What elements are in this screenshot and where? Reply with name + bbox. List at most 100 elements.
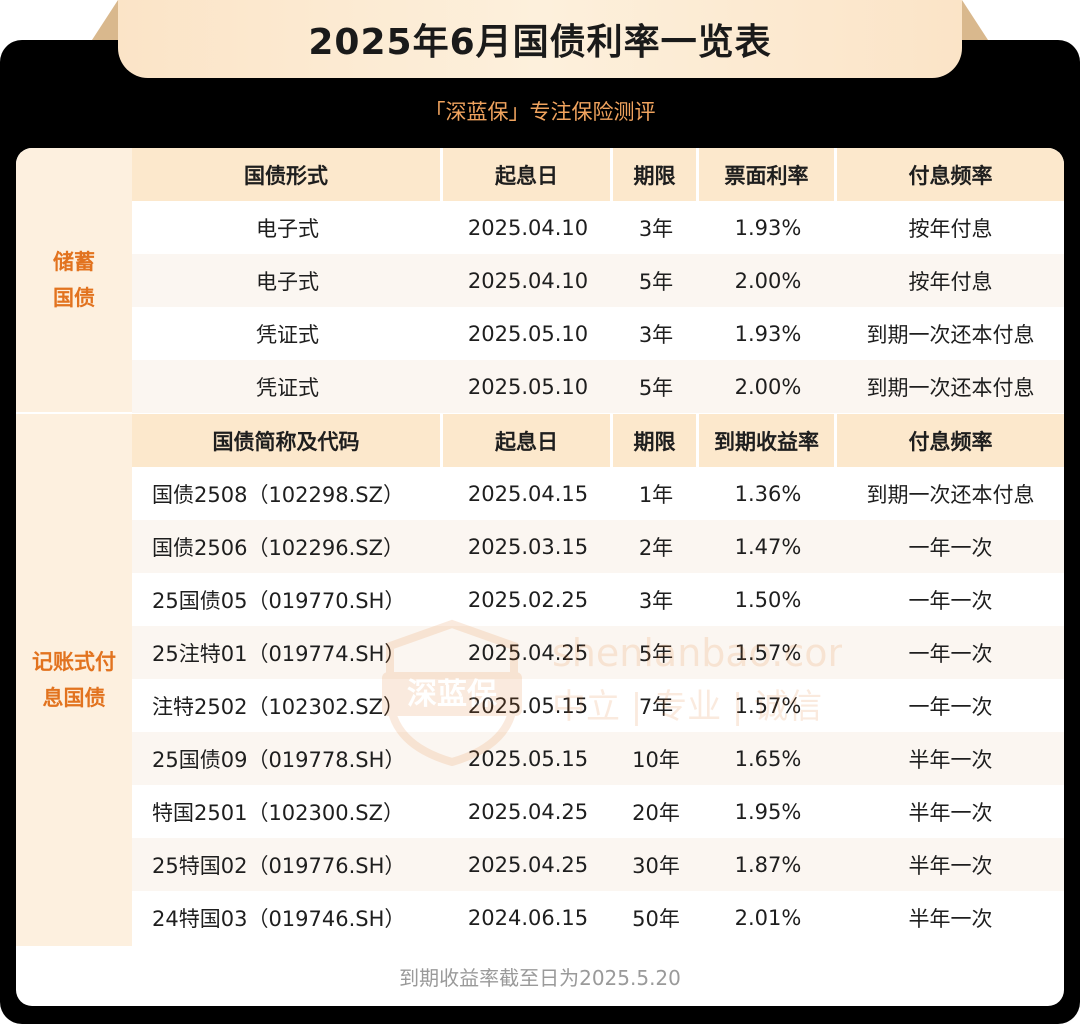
cell-term: 2年 bbox=[638, 535, 674, 560]
cell-bond-name-code: 25国债05（019770.SH） bbox=[152, 588, 406, 613]
cell-term: 50年 bbox=[632, 906, 680, 931]
cell-term: 10年 bbox=[632, 747, 680, 772]
cell-term: 3年 bbox=[638, 322, 674, 347]
cell-bond-name-code: 国债2508（102298.SZ） bbox=[152, 482, 404, 507]
header-start-date: 起息日 bbox=[443, 414, 613, 467]
table-row: 25注特01（019774.SH） 2025.04.25 5年 1.57% 一年… bbox=[132, 626, 1064, 679]
cell-payment-frequency: 到期一次还本付息 bbox=[866, 482, 1035, 507]
cell-bond-name-code: 25注特01（019774.SH） bbox=[152, 641, 406, 666]
cell-bond-name-code: 特国2501（102300.SZ） bbox=[152, 800, 404, 825]
cell-rate: 1.57% bbox=[734, 640, 802, 665]
header-yield-to-maturity: 到期收益率 bbox=[699, 414, 837, 467]
footnote: 到期收益率截至日为2025.5.20 bbox=[399, 966, 681, 990]
cell-term: 20年 bbox=[632, 800, 680, 825]
cell-rate: 2.00% bbox=[734, 374, 802, 399]
cell-rate: 1.87% bbox=[734, 852, 802, 877]
table-row: 25特国02（019776.SH） 2025.04.25 30年 1.87% 半… bbox=[132, 838, 1064, 891]
subtitle: 「深蓝保」专注保险测评 bbox=[424, 100, 656, 124]
cell-payment-frequency: 半年一次 bbox=[908, 906, 993, 931]
cell-payment-frequency: 一年一次 bbox=[908, 588, 993, 613]
cell-start-date: 2025.03.15 bbox=[467, 534, 589, 559]
table-row: 凭证式 2025.05.10 5年 2.00% 到期一次还本付息 bbox=[132, 360, 1064, 413]
category-savings-line1: 储蓄 bbox=[53, 250, 95, 274]
table-row: 国债2508（102298.SZ） 2025.04.15 1年 1.36% 到期… bbox=[132, 467, 1064, 520]
header-term: 期限 bbox=[613, 414, 699, 467]
cell-term: 30年 bbox=[632, 853, 680, 878]
cell-start-date: 2025.05.15 bbox=[467, 693, 589, 718]
table-row: 电子式 2025.04.10 3年 1.93% 按年付息 bbox=[132, 201, 1064, 254]
cell-rate: 2.01% bbox=[734, 905, 802, 930]
cell-start-date: 2025.05.10 bbox=[467, 321, 589, 346]
table-row: 国债2506（102296.SZ） 2025.03.15 2年 1.47% 一年… bbox=[132, 520, 1064, 573]
cell-payment-frequency: 半年一次 bbox=[908, 800, 993, 825]
cell-bond-name-code: 24特国03（019746.SH） bbox=[152, 906, 406, 931]
category-savings-line2: 国债 bbox=[53, 286, 95, 310]
cell-rate: 2.00% bbox=[734, 268, 802, 293]
title-tab-ear-right bbox=[962, 0, 988, 40]
table-row: 注特2502（102302.SZ） 2025.05.15 7年 1.57% 一年… bbox=[132, 679, 1064, 732]
table-row: 25国债09（019778.SH） 2025.05.15 10年 1.65% 半… bbox=[132, 732, 1064, 785]
cell-rate: 1.65% bbox=[734, 746, 802, 771]
category-savings: 储蓄 国债 bbox=[16, 148, 132, 412]
cell-payment-frequency: 按年付息 bbox=[908, 269, 993, 294]
cell-bond-name-code: 国债2506（102296.SZ） bbox=[152, 535, 404, 560]
cell-start-date: 2025.05.10 bbox=[467, 374, 589, 399]
cell-term: 5年 bbox=[638, 269, 674, 294]
cell-payment-frequency: 一年一次 bbox=[908, 535, 993, 560]
page-title: 2025年6月国债利率一览表 bbox=[118, 0, 962, 78]
cell-payment-frequency: 到期一次还本付息 bbox=[866, 322, 1035, 347]
rates-table: 储蓄 国债 记账式付 息国债 国债形式 起息日 期限 票面利率 付息频率 电子式… bbox=[16, 148, 1064, 1006]
cell-term: 3年 bbox=[638, 588, 674, 613]
category-divider bbox=[16, 412, 132, 414]
cell-bond-form: 凭证式 bbox=[256, 375, 319, 400]
cell-payment-frequency: 一年一次 bbox=[908, 641, 993, 666]
cell-bond-name-code: 25国债09（019778.SH） bbox=[152, 747, 406, 772]
table-row: 25国债05（019770.SH） 2025.02.25 3年 1.50% 一年… bbox=[132, 573, 1064, 626]
savings-header-row: 国债形式 起息日 期限 票面利率 付息频率 bbox=[132, 148, 1064, 201]
table-row: 凭证式 2025.05.10 3年 1.93% 到期一次还本付息 bbox=[132, 307, 1064, 360]
table-row: 24特国03（019746.SH） 2024.06.15 50年 2.01% 半… bbox=[132, 891, 1064, 944]
category-bookkeeping: 记账式付 息国债 bbox=[16, 414, 132, 946]
cell-payment-frequency: 按年付息 bbox=[908, 216, 993, 241]
cell-rate: 1.93% bbox=[734, 321, 802, 346]
cell-term: 3年 bbox=[638, 216, 674, 241]
cell-start-date: 2025.02.25 bbox=[467, 587, 589, 612]
cell-start-date: 2025.04.10 bbox=[467, 268, 589, 293]
title-tab-ear-left bbox=[92, 0, 118, 40]
category-bookkeeping-line1: 记账式付 bbox=[32, 650, 116, 674]
cell-bond-form: 电子式 bbox=[256, 216, 319, 241]
header-bond-form: 国债形式 bbox=[132, 148, 443, 201]
cell-payment-frequency: 半年一次 bbox=[908, 853, 993, 878]
cell-bond-form: 凭证式 bbox=[256, 322, 319, 347]
cell-start-date: 2025.04.15 bbox=[467, 481, 589, 506]
cell-rate: 1.36% bbox=[734, 481, 802, 506]
cell-bond-name-code: 25特国02（019776.SH） bbox=[152, 853, 406, 878]
cell-rate: 1.95% bbox=[734, 799, 802, 824]
cell-rate: 1.93% bbox=[734, 215, 802, 240]
category-bookkeeping-line2: 息国债 bbox=[42, 686, 106, 710]
cell-start-date: 2025.04.25 bbox=[467, 640, 589, 665]
cell-term: 1年 bbox=[638, 482, 674, 507]
header-term: 期限 bbox=[613, 148, 699, 201]
cell-term: 5年 bbox=[638, 641, 674, 666]
cell-bond-name-code: 注特2502（102302.SZ） bbox=[152, 694, 404, 719]
header-bond-name-code: 国债简称及代码 bbox=[132, 414, 443, 467]
cell-payment-frequency: 到期一次还本付息 bbox=[866, 375, 1035, 400]
cell-rate: 1.57% bbox=[734, 693, 802, 718]
header-start-date: 起息日 bbox=[443, 148, 613, 201]
cell-term: 7年 bbox=[638, 694, 674, 719]
header-coupon-rate: 票面利率 bbox=[699, 148, 837, 201]
cell-payment-frequency: 半年一次 bbox=[908, 747, 993, 772]
table-row: 特国2501（102300.SZ） 2025.04.25 20年 1.95% 半… bbox=[132, 785, 1064, 838]
cell-start-date: 2025.04.25 bbox=[467, 852, 589, 877]
cell-payment-frequency: 一年一次 bbox=[908, 694, 993, 719]
cell-start-date: 2025.05.15 bbox=[467, 746, 589, 771]
cell-rate: 1.50% bbox=[734, 587, 802, 612]
bookkeeping-header-row: 国债简称及代码 起息日 期限 到期收益率 付息频率 bbox=[132, 414, 1064, 467]
header-payment-frequency: 付息频率 bbox=[908, 163, 993, 188]
cell-term: 5年 bbox=[638, 375, 674, 400]
cell-start-date: 2024.06.15 bbox=[467, 905, 589, 930]
cell-start-date: 2025.04.10 bbox=[467, 215, 589, 240]
cell-rate: 1.47% bbox=[734, 534, 802, 559]
header-payment-frequency: 付息频率 bbox=[908, 429, 993, 454]
